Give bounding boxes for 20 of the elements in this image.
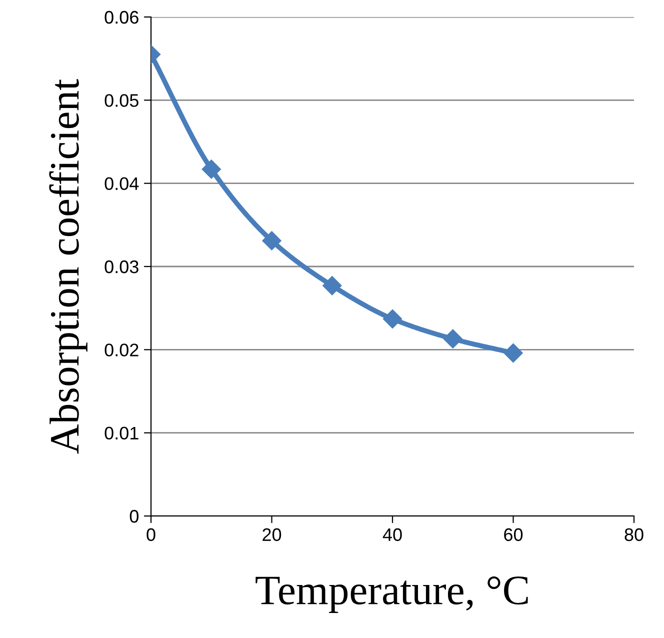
x-tick-label: 80 [624,528,644,542]
x-tick-label: 40 [382,528,402,542]
point [504,343,523,363]
y-tick-label: 0.04 [104,177,139,190]
y-tick-label: 0.01 [104,426,138,440]
y-tick-label: 0.03 [104,260,138,274]
point [382,309,402,328]
y-tick-label: 0.05 [104,94,138,107]
x-tick-label: 0 [146,528,156,542]
x-axis-title: Temperature, °C [256,576,528,613]
point [202,160,221,179]
point [322,276,342,296]
y-tick-label: 0 [130,510,138,523]
point [443,329,462,348]
y-axis-title: Absorption coefficient [49,79,88,454]
x-tick-label: 60 [504,528,523,542]
point [262,231,282,250]
y-tick-label: 0.06 [104,10,138,24]
y-tick-label: 0.02 [104,344,138,356]
x-tick-label: 20 [262,528,282,542]
